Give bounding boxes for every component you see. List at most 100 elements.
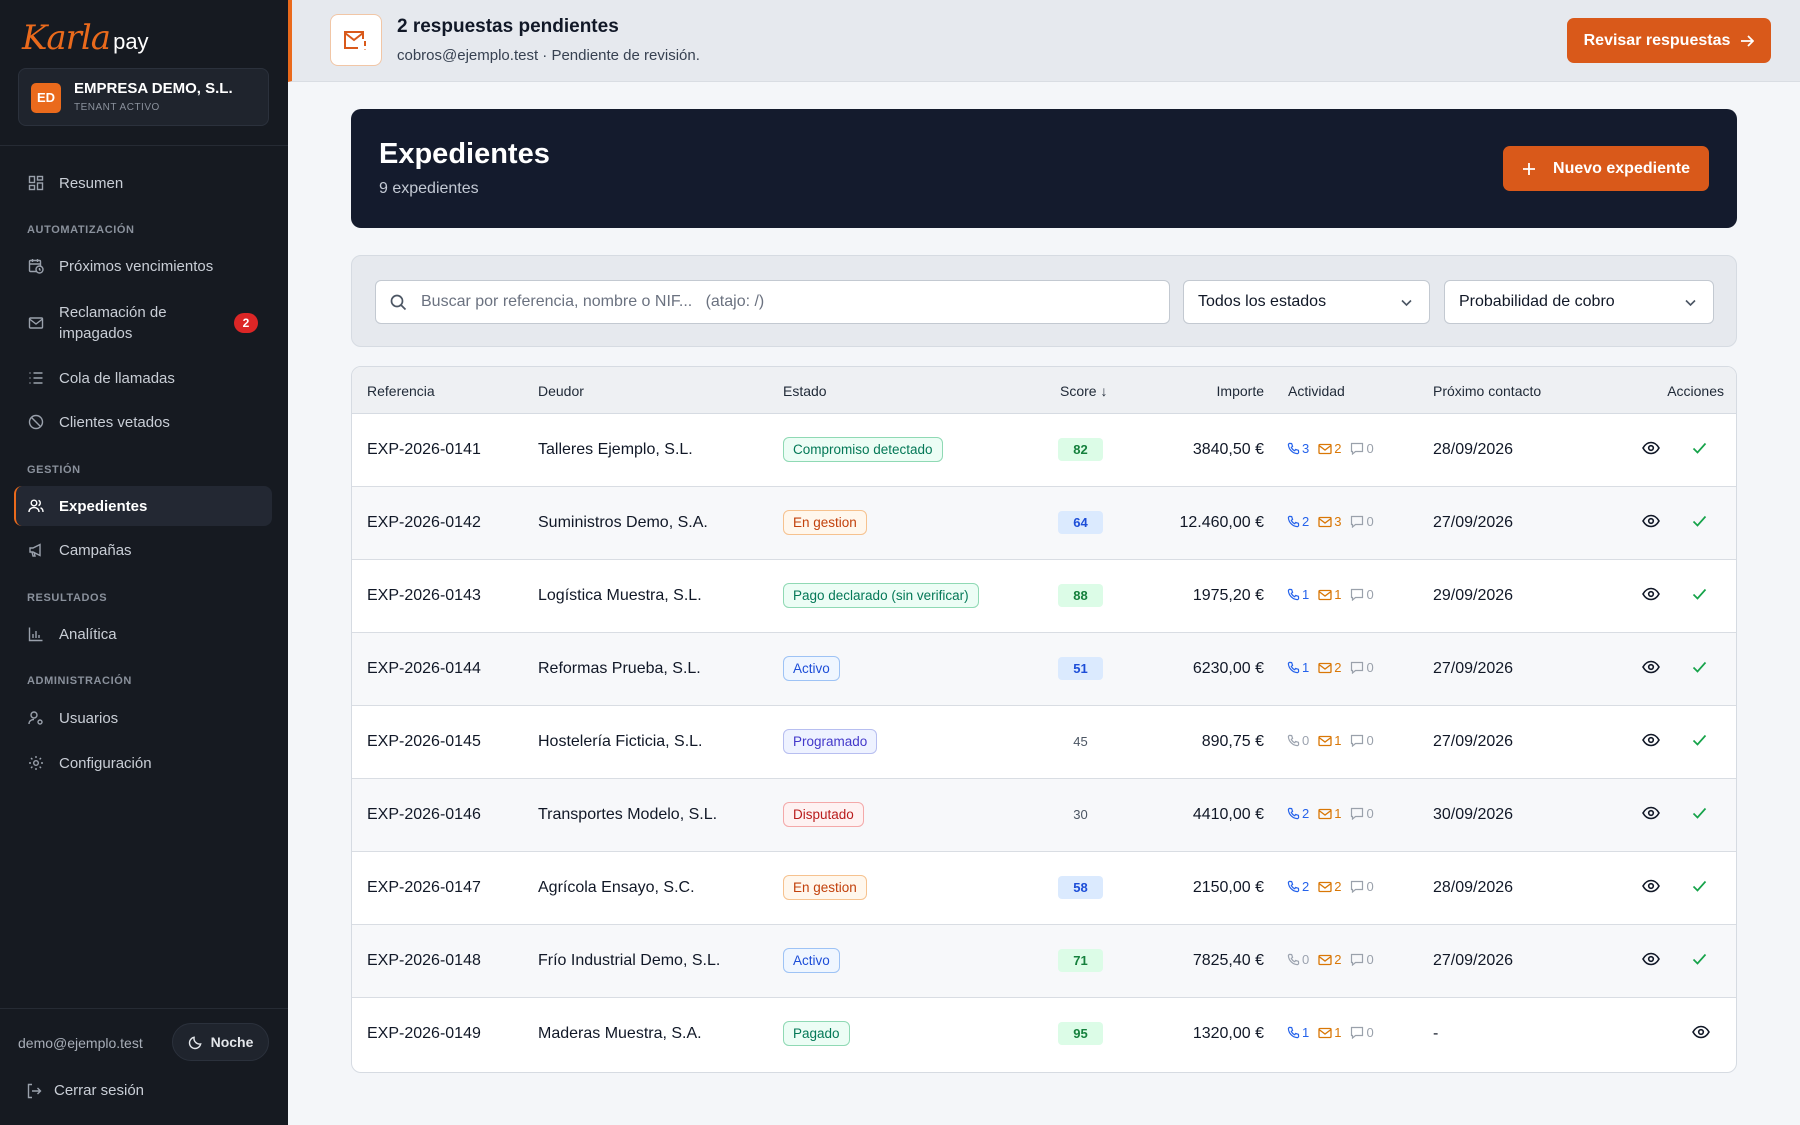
messages-value: 0: [1366, 587, 1374, 602]
complete-button[interactable]: [1692, 515, 1707, 527]
view-button[interactable]: [1692, 1025, 1710, 1039]
calls-count: 3: [1287, 441, 1309, 456]
eye-icon: [1642, 660, 1660, 674]
status-badge: Pagado: [783, 1021, 850, 1046]
tenant-card[interactable]: ED EMPRESA DEMO, S.L. TENANT ACTIVO: [18, 68, 269, 126]
score-badge: 71: [1058, 949, 1103, 972]
mails-value: 2: [1334, 660, 1342, 675]
column-score[interactable]: Score ↓: [1060, 383, 1108, 399]
table-row[interactable]: EXP-2026-0146 Transportes Modelo, S.L. Dis…: [352, 779, 1736, 852]
referencia-cell[interactable]: EXP-2026-0145: [367, 733, 481, 750]
view-button[interactable]: [1642, 879, 1660, 893]
complete-button[interactable]: [1692, 588, 1707, 600]
score-badge: 95: [1058, 1022, 1103, 1045]
table-row[interactable]: EXP-2026-0143 Logística Muestra, S.L. Pago…: [352, 560, 1736, 633]
calls-count: 0: [1287, 952, 1309, 967]
complete-button[interactable]: [1692, 734, 1707, 746]
column-proximo-contacto[interactable]: Próximo contacto: [1433, 383, 1542, 399]
view-button[interactable]: [1642, 514, 1660, 528]
logout-button[interactable]: Cerrar sesión: [26, 1082, 144, 1099]
message-icon: [1351, 442, 1364, 455]
table-row[interactable]: EXP-2026-0147 Agrícola Ensayo, S.C. En ges…: [352, 852, 1736, 925]
tenant-name: EMPRESA DEMO, S.L.: [74, 80, 233, 97]
search-input[interactable]: [421, 293, 1141, 311]
sidebar-item-label: Usuarios: [59, 709, 119, 727]
referencia-cell[interactable]: EXP-2026-0148: [367, 952, 481, 969]
messages-value: 0: [1366, 806, 1374, 821]
view-button[interactable]: [1642, 806, 1660, 820]
sidebar-item-reclamacion[interactable]: Reclamación de impagados 2: [14, 297, 272, 349]
referencia-cell[interactable]: EXP-2026-0146: [367, 806, 481, 823]
sidebar-item-label: Clientes vetados: [59, 413, 170, 431]
check-icon: [1692, 515, 1707, 527]
sidebar-item-label: Expedientes: [59, 497, 148, 515]
new-expediente-button[interactable]: Nuevo expediente: [1503, 146, 1709, 191]
table-row[interactable]: EXP-2026-0145 Hostelería Ficticia, S.L. Pr…: [352, 706, 1736, 779]
calls-count: 2: [1287, 879, 1309, 894]
mail-icon: [1318, 954, 1332, 965]
message-icon: [1351, 515, 1364, 528]
messages-count: 0: [1350, 514, 1374, 529]
mail-icon: [1318, 1027, 1332, 1038]
deudor-cell: Transportes Modelo, S.L.: [538, 806, 718, 823]
referencia-cell[interactable]: EXP-2026-0149: [367, 1025, 481, 1042]
table-row[interactable]: EXP-2026-0144 Reformas Prueba, S.L. Activo…: [352, 633, 1736, 706]
importe-cell: 1320,00 €: [1192, 1025, 1264, 1042]
column-importe[interactable]: Importe: [1216, 383, 1264, 399]
view-button[interactable]: [1642, 733, 1660, 747]
view-button[interactable]: [1642, 441, 1660, 455]
complete-button[interactable]: [1692, 880, 1707, 892]
column-estado[interactable]: Estado: [783, 383, 827, 399]
pending-responses-banner: 2 respuestas pendientes cobros@ejemplo.t…: [288, 0, 1800, 82]
view-button[interactable]: [1642, 587, 1660, 601]
sidebar-item-expedientes[interactable]: Expedientes: [14, 486, 272, 526]
eye-icon: [1642, 879, 1660, 893]
mails-count: 2: [1318, 441, 1341, 456]
table-row[interactable]: EXP-2026-0149 Maderas Muestra, S.A. Pagado…: [352, 998, 1736, 1071]
referencia-cell[interactable]: EXP-2026-0143: [367, 587, 481, 604]
referencia-cell[interactable]: EXP-2026-0141: [367, 441, 481, 458]
page-subtitle: 9 expedientes: [379, 180, 479, 197]
messages-count: 0: [1350, 660, 1374, 675]
table-row[interactable]: EXP-2026-0142 Suministros Demo, S.A. En ge…: [352, 487, 1736, 560]
status-filter-select[interactable]: Todos los estados: [1183, 280, 1430, 324]
button-label: Revisar respuestas: [1583, 31, 1731, 49]
phone-icon: [1287, 880, 1300, 893]
messages-value: 0: [1366, 879, 1374, 894]
probability-filter-select[interactable]: Probabilidad de cobro: [1444, 280, 1714, 324]
column-deudor[interactable]: Deudor: [538, 383, 584, 399]
sidebar-item-label: Configuración: [59, 754, 152, 772]
mail-icon: [1318, 443, 1332, 454]
referencia-cell[interactable]: EXP-2026-0142: [367, 514, 481, 531]
sidebar-item-usuarios[interactable]: Usuarios: [14, 698, 272, 738]
complete-button[interactable]: [1692, 807, 1707, 819]
sidebar-item-vetados[interactable]: Clientes vetados: [14, 402, 272, 442]
sidebar-item-campanas[interactable]: Campañas: [14, 530, 272, 570]
view-button[interactable]: [1642, 952, 1660, 966]
review-responses-button[interactable]: Revisar respuestas: [1567, 18, 1771, 63]
mails-count: 1: [1318, 587, 1341, 602]
search-box[interactable]: [375, 280, 1170, 324]
phone-icon: [1287, 515, 1300, 528]
complete-button[interactable]: [1692, 661, 1707, 673]
complete-button[interactable]: [1692, 953, 1707, 965]
referencia-cell[interactable]: EXP-2026-0144: [367, 660, 481, 677]
table-row[interactable]: EXP-2026-0148 Frío Industrial Demo, S.L. A…: [352, 925, 1736, 998]
sidebar-item-configuracion[interactable]: Configuración: [14, 743, 272, 783]
sidebar-item-label: Reclamación de impagados: [59, 304, 167, 342]
sidebar-item-vencimientos[interactable]: Próximos vencimientos: [14, 246, 272, 286]
referencia-cell[interactable]: EXP-2026-0147: [367, 879, 481, 896]
sidebar-item-analitica[interactable]: Analítica: [14, 614, 272, 654]
score-badge: 82: [1058, 438, 1103, 461]
sidebar-item-cola[interactable]: Cola de llamadas: [14, 358, 272, 398]
complete-button[interactable]: [1692, 442, 1707, 454]
table-row[interactable]: EXP-2026-0141 Talleres Ejemplo, S.L. Compr…: [352, 414, 1736, 487]
logo[interactable]: Karla pay: [22, 18, 149, 58]
sidebar-item-resumen[interactable]: Resumen: [14, 163, 272, 203]
column-referencia[interactable]: Referencia: [367, 383, 435, 399]
activity-cell: 2 1 0: [1287, 806, 1383, 821]
theme-toggle-button[interactable]: Noche: [172, 1023, 269, 1061]
calls-count: 1: [1287, 660, 1309, 675]
moon-icon: [188, 1035, 202, 1049]
view-button[interactable]: [1642, 660, 1660, 674]
